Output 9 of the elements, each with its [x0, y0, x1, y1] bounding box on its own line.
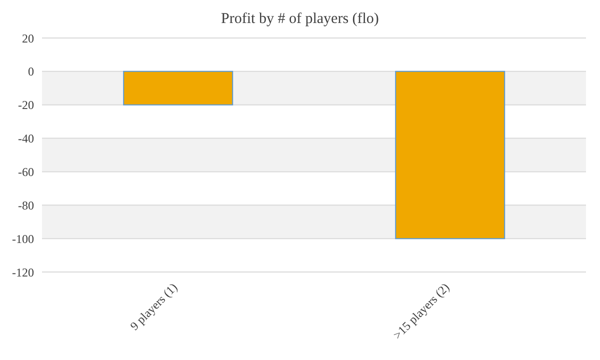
y-tick-label: -40	[18, 132, 34, 146]
y-tick-label: -120	[12, 265, 34, 280]
y-tick-label: -80	[18, 198, 34, 212]
y-tick-label: -100	[12, 232, 34, 246]
y-tick-label: -60	[18, 164, 34, 179]
y-tick-label: -20	[18, 98, 34, 112]
y-tick-label: 20	[22, 31, 34, 46]
chart-title: Profit by # of players (flo)	[220, 10, 380, 29]
y-tick-label: 0	[28, 64, 34, 79]
